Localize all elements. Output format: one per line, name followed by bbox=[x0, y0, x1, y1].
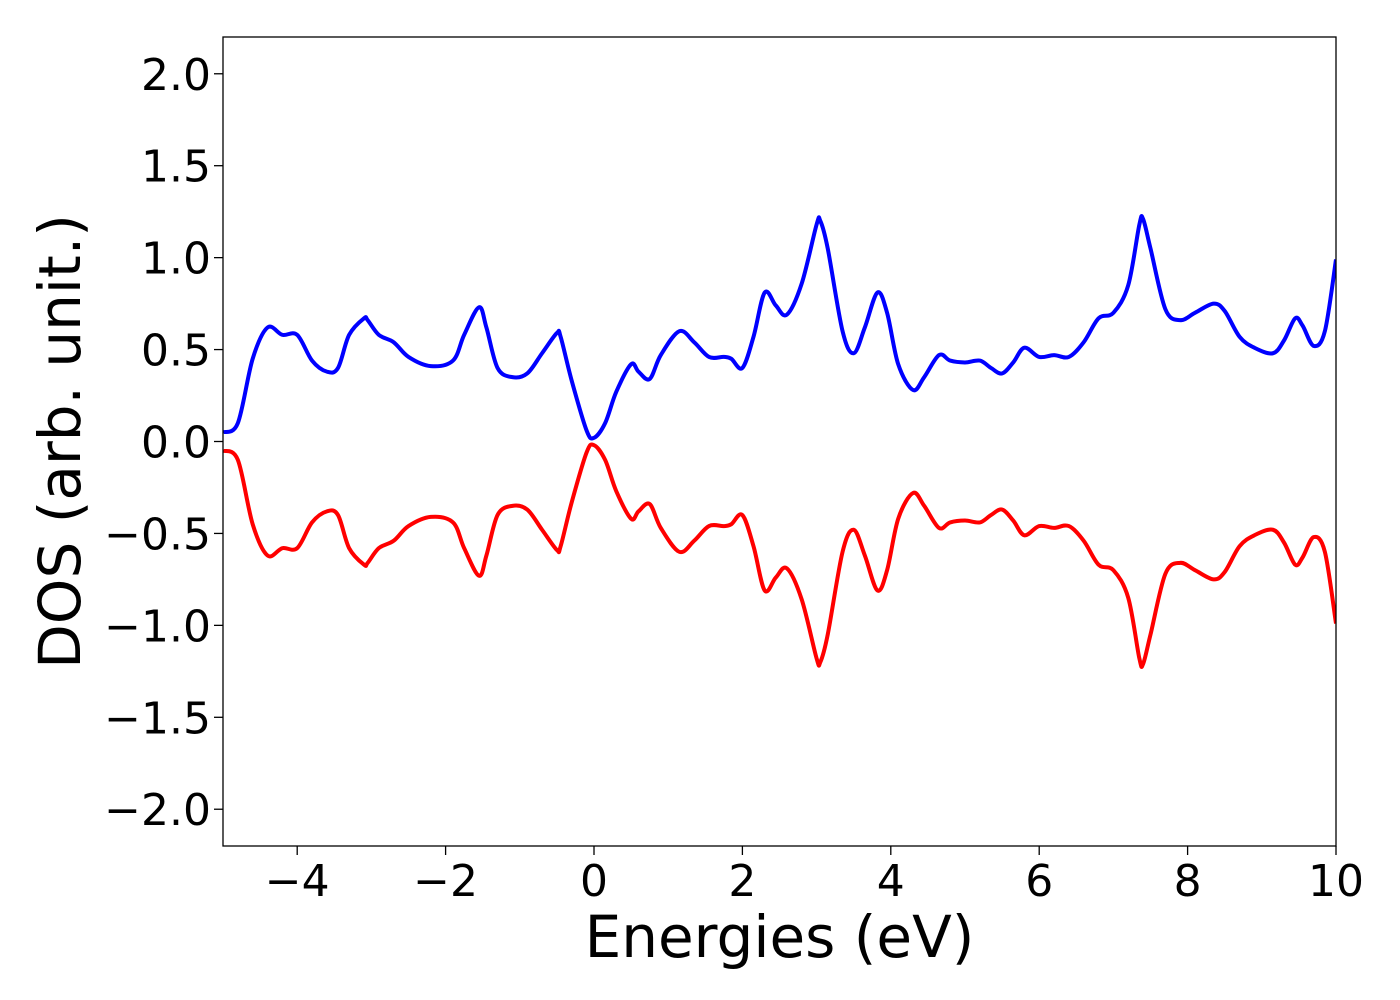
plot-frame bbox=[222, 36, 1337, 847]
y-tick-label: 0.5 bbox=[141, 326, 211, 377]
y-tick-label: 0.0 bbox=[141, 418, 211, 469]
x-tick-label: 8 bbox=[1174, 856, 1202, 907]
y-tick-label: −1.0 bbox=[104, 601, 211, 652]
y-axis-ticks: 2.0 1.5 1.0 0.5 0.0 −0.5 −1.0 −1.5 −2.0 bbox=[104, 50, 223, 836]
y-tick-label: 2.0 bbox=[141, 50, 211, 101]
y-axis-label: DOS (arb. unit.) bbox=[26, 214, 94, 669]
x-tick-label: 0 bbox=[580, 856, 608, 907]
series-line-negative bbox=[223, 442, 1336, 669]
x-tick-label: −2 bbox=[413, 856, 478, 907]
x-axis-ticks: −4 −2 0 2 4 6 8 10 bbox=[265, 846, 1364, 907]
x-tick-label: 10 bbox=[1308, 856, 1364, 907]
series-layer bbox=[223, 214, 1336, 669]
y-tick-label: −2.0 bbox=[104, 785, 211, 836]
x-axis-label: Energies (eV) bbox=[585, 903, 975, 971]
y-tick-label: −1.5 bbox=[104, 693, 211, 744]
x-tick-label: 6 bbox=[1025, 856, 1053, 907]
x-tick-label: 2 bbox=[728, 856, 756, 907]
x-tick-label: 4 bbox=[877, 856, 905, 907]
y-tick-label: −0.5 bbox=[104, 509, 211, 560]
y-tick-label: 1.0 bbox=[141, 234, 211, 285]
series-line-positive bbox=[223, 214, 1336, 441]
x-tick-label: −4 bbox=[265, 856, 330, 907]
y-tick-label: 1.5 bbox=[141, 142, 211, 193]
